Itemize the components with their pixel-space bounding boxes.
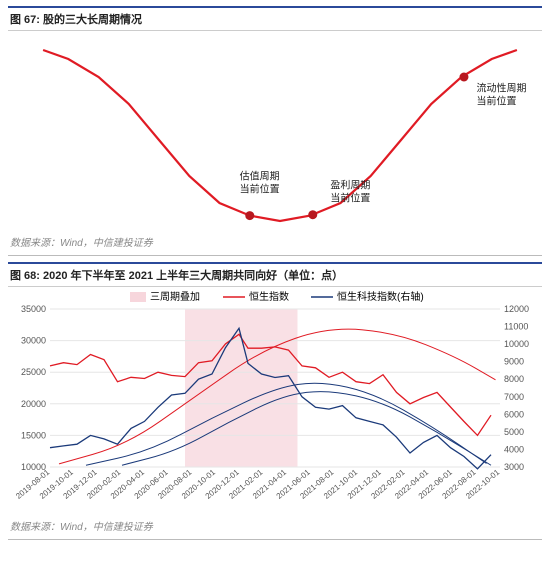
svg-text:当前位置: 当前位置 xyxy=(240,183,280,196)
svg-text:7000: 7000 xyxy=(504,392,524,402)
figure-68: 图 68: 2020 年下半年至 2021 上半年三大周期共同向好（单位：点） … xyxy=(8,262,542,540)
svg-text:10000: 10000 xyxy=(504,339,529,349)
svg-text:恒生指数: 恒生指数 xyxy=(249,290,289,303)
figure-67-source: 数据来源：Wind，中信建投证券 xyxy=(8,231,542,256)
svg-text:3000: 3000 xyxy=(504,462,524,472)
svg-text:当前位置: 当前位置 xyxy=(330,192,370,205)
figure-67: 图 67: 股的三大长周期情况 估值周期当前位置盈利周期当前位置流动性周期当前位… xyxy=(8,6,542,256)
figure-68-chart: 10000 15000 20000 25000 30000 35000 3000 4000 50… xyxy=(8,287,542,515)
svg-text:盈利周期: 盈利周期 xyxy=(330,180,370,192)
svg-text:11000: 11000 xyxy=(504,322,528,332)
figure-68-title: 图 68: 2020 年下半年至 2021 上半年三大周期共同向好（单位：点） xyxy=(8,262,542,287)
svg-text:20000: 20000 xyxy=(21,399,46,409)
svg-text:5000: 5000 xyxy=(504,427,524,437)
figure-67-chart: 估值周期当前位置盈利周期当前位置流动性周期当前位置 xyxy=(8,31,542,231)
figure-67-title: 图 67: 股的三大长周期情况 xyxy=(8,6,542,31)
svg-text:12000: 12000 xyxy=(504,304,529,314)
svg-text:30000: 30000 xyxy=(21,336,46,346)
svg-text:估值周期: 估值周期 xyxy=(240,170,280,183)
svg-text:9000: 9000 xyxy=(504,357,524,367)
svg-text:流动性周期: 流动性周期 xyxy=(477,81,527,94)
figure-68-source: 数据来源：Wind，中信建投证券 xyxy=(8,515,542,540)
svg-text:6000: 6000 xyxy=(504,409,524,419)
svg-text:恒生科技指数(右轴): 恒生科技指数(右轴) xyxy=(337,290,424,303)
svg-text:三周期叠加: 三周期叠加 xyxy=(150,291,200,303)
svg-text:当前位置: 当前位置 xyxy=(477,94,517,107)
svg-text:4000: 4000 xyxy=(504,444,524,454)
svg-text:35000: 35000 xyxy=(21,304,46,314)
svg-text:15000: 15000 xyxy=(21,430,46,440)
svg-text:25000: 25000 xyxy=(21,367,46,377)
svg-text:8000: 8000 xyxy=(504,374,524,384)
